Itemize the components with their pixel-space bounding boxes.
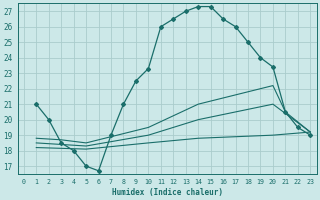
X-axis label: Humidex (Indice chaleur): Humidex (Indice chaleur) — [112, 188, 222, 197]
